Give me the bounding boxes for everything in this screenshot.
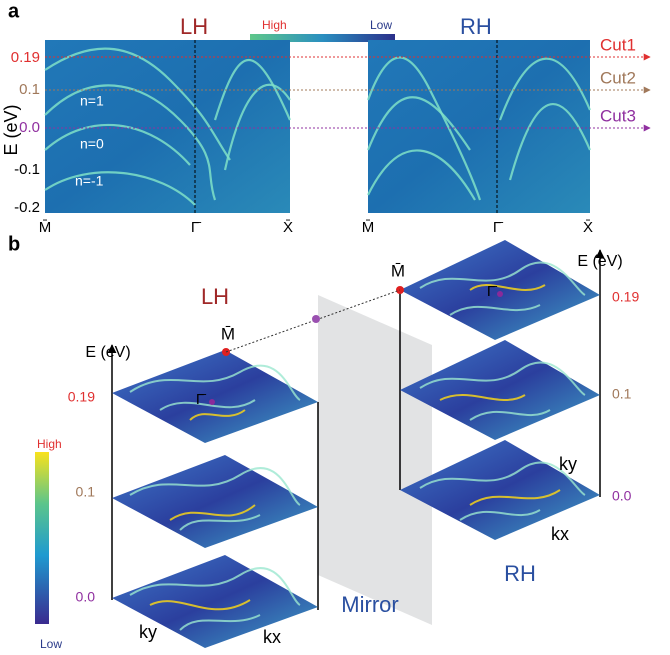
axis-label: E (eV) bbox=[577, 253, 622, 270]
axis-label: E (eV) bbox=[85, 344, 130, 361]
energy-label: 0.1 bbox=[76, 484, 96, 500]
energy-label: 0.1 bbox=[612, 386, 632, 402]
k-label: kx bbox=[263, 627, 281, 647]
colorbar bbox=[35, 452, 49, 624]
panel-title: RH bbox=[460, 14, 492, 39]
panel-title: LH bbox=[201, 284, 229, 309]
energy-label: 0.0 bbox=[76, 589, 96, 605]
figure: a LH RH High Low Cut1 Cut2 Cut3 0.19 0.1… bbox=[0, 0, 670, 655]
k-label: ky bbox=[559, 454, 577, 474]
x-tick-label: Γ̄ bbox=[493, 219, 503, 236]
y-tick-label: -0.1 bbox=[14, 161, 40, 178]
fermi-plane bbox=[112, 455, 318, 548]
mirror-point bbox=[312, 315, 320, 323]
x-tick-label: M̄ bbox=[39, 219, 52, 236]
band-label: n=0 bbox=[80, 136, 104, 152]
panel-label: b bbox=[8, 233, 20, 255]
cut-label: Cut2 bbox=[600, 68, 636, 87]
cut-label: Cut3 bbox=[600, 106, 636, 125]
colorbar-label: High bbox=[262, 18, 287, 32]
k-label: ky bbox=[139, 622, 157, 642]
band-label: n=-1 bbox=[75, 173, 104, 189]
x-tick-label: X̄ bbox=[583, 219, 593, 236]
gamma-point bbox=[209, 399, 215, 405]
x-tick-label: Γ̄ bbox=[191, 219, 201, 236]
arpes-image bbox=[368, 40, 590, 213]
mirror-label: Mirror bbox=[341, 592, 398, 617]
fermi-plane bbox=[112, 350, 318, 443]
y-tick-label: 0.19 bbox=[11, 49, 40, 66]
m-label: M̄ bbox=[221, 324, 235, 343]
x-tick-label: M̄ bbox=[362, 219, 375, 236]
mirror-plane bbox=[318, 295, 432, 625]
x-tick-label: X̄ bbox=[283, 219, 293, 236]
panel-label: a bbox=[8, 0, 20, 22]
energy-label: 0.19 bbox=[612, 289, 639, 305]
m-label: M̄ bbox=[391, 261, 405, 280]
energy-label: 0.0 bbox=[612, 488, 632, 504]
gamma-point bbox=[497, 291, 503, 297]
y-tick-label: 0.0 bbox=[19, 119, 40, 136]
y-tick-label: -0.2 bbox=[14, 199, 40, 216]
colorbar-label: High bbox=[37, 437, 62, 451]
panel-title: RH bbox=[504, 561, 536, 586]
band-label: n=1 bbox=[80, 93, 104, 109]
y-tick-label: 0.1 bbox=[19, 81, 40, 98]
panel-title: LH bbox=[180, 14, 208, 39]
colorbar-label: Low bbox=[40, 637, 62, 651]
cut-label: Cut1 bbox=[600, 35, 636, 54]
page: {"panel_a": {"label": "a", "left_title":… bbox=[0, 0, 670, 655]
y-axis-label: E (eV) bbox=[1, 104, 21, 155]
k-label: kx bbox=[551, 524, 569, 544]
fermi-plane bbox=[400, 240, 600, 340]
colorbar-label: Low bbox=[370, 18, 392, 32]
energy-label: 0.19 bbox=[68, 389, 95, 405]
